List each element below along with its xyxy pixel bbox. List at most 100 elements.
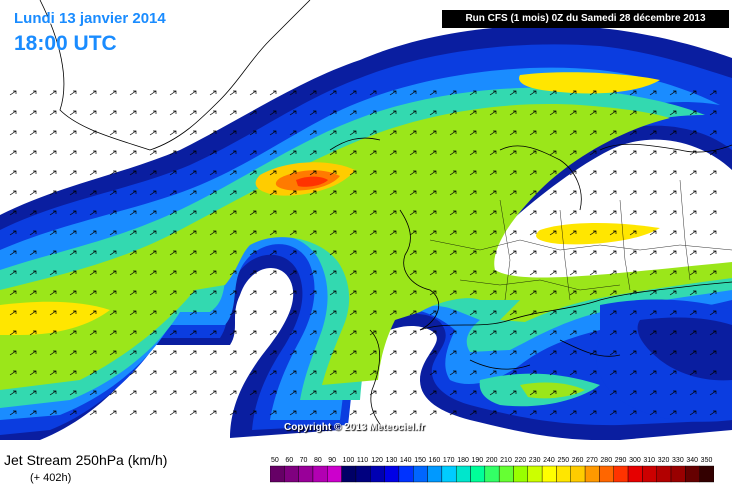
wind-arrow [249, 230, 257, 236]
wind-arrow [389, 130, 397, 136]
wind-arrow [189, 270, 197, 276]
wind-arrow [449, 130, 457, 136]
wind-arrow [89, 290, 97, 296]
wind-arrow [269, 410, 277, 416]
wind-arrow [109, 150, 117, 156]
legend-value: 220 [514, 457, 526, 464]
wind-arrow [229, 110, 237, 116]
wind-arrow [549, 150, 557, 156]
wind-arrow [409, 410, 417, 416]
wind-arrow [269, 250, 277, 256]
wind-arrow [109, 130, 117, 136]
wind-arrow [489, 90, 497, 96]
wind-arrow [489, 130, 497, 136]
wind-arrow [669, 110, 677, 116]
wind-arrow [129, 390, 137, 396]
wind-arrow [129, 170, 137, 176]
wind-arrow [9, 350, 17, 356]
wind-arrow [109, 270, 117, 276]
wind-arrow [229, 190, 237, 196]
wind-arrow [649, 330, 657, 336]
wind-arrow [29, 230, 37, 236]
wind-arrow [209, 370, 217, 376]
wind-arrow [89, 350, 97, 356]
wind-arrow [489, 410, 497, 416]
legend-value: 280 [600, 457, 612, 464]
wind-arrow [549, 110, 557, 116]
wind-arrow [449, 390, 457, 396]
wind-arrow [369, 130, 377, 136]
legend-value: 260 [572, 457, 584, 464]
wind-arrow [109, 370, 117, 376]
wind-arrow [449, 90, 457, 96]
wind-arrow [569, 330, 577, 336]
wind-arrow [669, 190, 677, 196]
legend-swatch [312, 465, 328, 483]
wind-arrow [369, 250, 377, 256]
wind-arrow [49, 330, 57, 336]
wind-arrow [609, 230, 617, 236]
wind-arrow [709, 270, 717, 276]
wind-arrow [649, 290, 657, 296]
wind-arrow [89, 330, 97, 336]
wind-arrow [349, 250, 357, 256]
wind-arrow [309, 350, 317, 356]
wind-arrow [469, 350, 477, 356]
wind-arrow [269, 150, 277, 156]
wind-arrow [549, 250, 557, 256]
legend-swatch [341, 465, 357, 483]
wind-arrow [189, 370, 197, 376]
wind-arrow [229, 270, 237, 276]
wind-arrow [649, 310, 657, 316]
wind-arrow [429, 210, 437, 216]
wind-arrow [549, 370, 557, 376]
wind-arrow [209, 110, 217, 116]
wind-arrow [209, 270, 217, 276]
wind-arrow [689, 190, 697, 196]
wind-arrow [169, 150, 177, 156]
legend-value: 110 [357, 457, 368, 464]
wind-arrow [369, 270, 377, 276]
wind-arrow [149, 190, 157, 196]
wind-arrow [689, 150, 697, 156]
wind-arrow [189, 250, 197, 256]
wind-arrow [309, 230, 317, 236]
wind-arrow [329, 110, 337, 116]
wind-arrow [349, 290, 357, 296]
wind-arrow [549, 230, 557, 236]
wind-arrow [389, 90, 397, 96]
wind-arrow [369, 90, 377, 96]
wind-arrow [569, 290, 577, 296]
legend-swatch [685, 465, 700, 483]
wind-arrow [509, 250, 517, 256]
color-scale-legend: 50 60 70 80 90 100 110 120 130 140 150 160 170 180 190… [270, 457, 714, 483]
wind-arrow [709, 410, 717, 416]
wind-arrow [269, 390, 277, 396]
wind-arrow [229, 210, 237, 216]
wind-arrow [149, 370, 157, 376]
wind-arrow [169, 210, 177, 216]
wind-arrow [629, 210, 637, 216]
wind-arrow [69, 370, 77, 376]
wind-arrow [189, 390, 197, 396]
wind-arrow [709, 330, 717, 336]
wind-arrow [9, 230, 17, 236]
wind-arrow [449, 230, 457, 236]
wind-arrow [429, 370, 437, 376]
wind-arrow [629, 230, 637, 236]
wind-arrow [49, 410, 57, 416]
wind-arrow [129, 250, 137, 256]
wind-arrow [509, 310, 517, 316]
wind-arrow [329, 130, 337, 136]
wind-arrow [429, 350, 437, 356]
wind-arrow [49, 190, 57, 196]
wind-arrow [509, 210, 517, 216]
wind-arrow [489, 370, 497, 376]
wind-arrow [109, 230, 117, 236]
wind-arrow [29, 330, 37, 336]
legend-swatch [570, 465, 586, 483]
wind-arrow [349, 210, 357, 216]
wind-arrow [209, 150, 217, 156]
legend-value: 230 [529, 457, 541, 464]
wind-arrow [109, 390, 117, 396]
